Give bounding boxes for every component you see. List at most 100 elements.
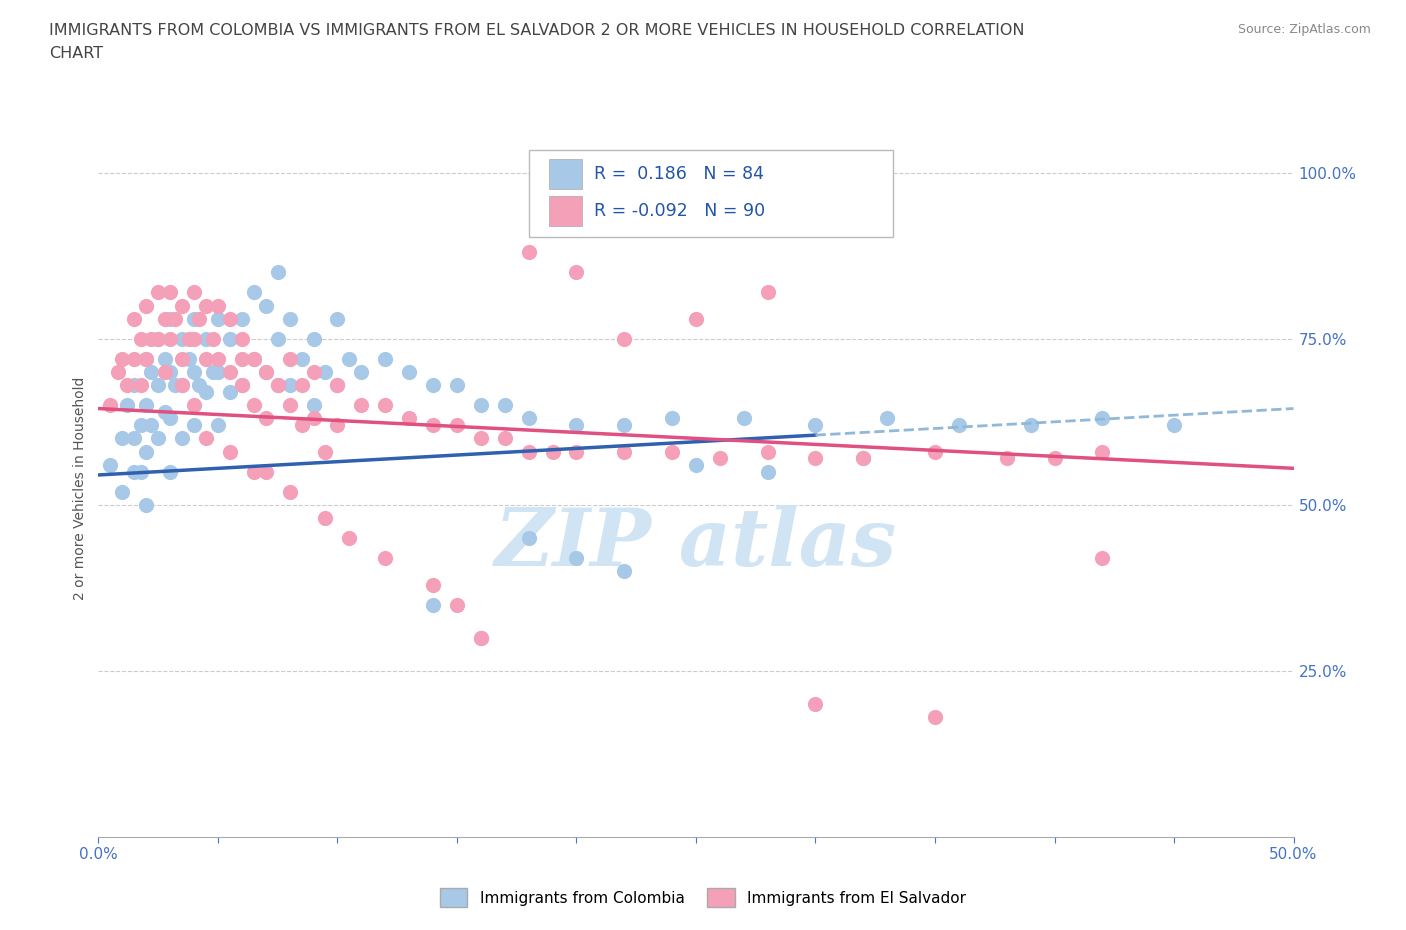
Point [159,411,181,426]
Point [267,265,290,280]
Point [172,331,194,346]
Point [661,411,683,426]
Point [172,431,194,445]
Point [159,464,181,479]
Point [1019,418,1042,432]
Point [398,365,420,379]
Point [302,365,325,379]
Bar [548,159,582,189]
Point [207,352,229,366]
Point [183,331,205,346]
Point [756,445,779,459]
Point [422,378,444,392]
Point [194,352,217,366]
Bar [548,196,582,226]
Point [470,631,492,645]
Point [852,451,875,466]
Point [219,384,242,399]
Point [1091,445,1114,459]
Point [172,352,194,366]
Point [159,285,181,299]
Point [219,365,242,379]
Point [243,464,266,479]
Point [1091,411,1114,426]
Point [278,312,301,326]
Point [804,697,827,711]
Point [98,458,122,472]
Point [470,398,492,413]
Point [231,312,253,326]
Point [231,331,253,346]
Point [685,312,707,326]
Point [337,352,360,366]
Point [207,418,229,432]
Point [131,464,153,479]
Point [124,464,146,479]
Point [278,485,301,499]
Point [756,285,779,299]
Point [231,378,253,392]
Point [350,365,373,379]
Point [1091,551,1114,565]
Point [98,398,122,413]
Point [494,398,516,413]
Point [254,299,277,313]
Point [219,331,242,346]
Point [243,352,266,366]
Point [148,378,170,392]
Point [876,411,898,426]
Text: CHART: CHART [49,46,103,60]
Point [613,418,636,432]
Point [163,378,186,392]
Point [183,418,205,432]
Point [302,398,325,413]
Point [148,285,170,299]
Point [267,331,290,346]
Point [115,378,138,392]
Point [278,352,301,366]
Point [374,551,396,565]
Point [139,331,162,346]
Point [219,445,242,459]
Point [302,411,325,426]
Text: IMMIGRANTS FROM COLOMBIA VS IMMIGRANTS FROM EL SALVADOR 2 OR MORE VEHICLES IN HO: IMMIGRANTS FROM COLOMBIA VS IMMIGRANTS F… [49,23,1025,38]
Point [948,418,970,432]
Point [685,458,707,472]
Point [565,445,588,459]
Point [337,531,360,546]
Point [135,352,157,366]
Point [278,398,301,413]
Point [315,365,337,379]
Legend: Immigrants from Colombia, Immigrants from El Salvador: Immigrants from Colombia, Immigrants fro… [434,883,972,913]
Point [155,352,177,366]
Point [470,631,492,645]
Point [183,285,205,299]
Point [172,378,194,392]
Point [1043,451,1066,466]
Point [290,352,312,366]
Point [194,331,217,346]
Point [374,398,396,413]
Text: Source: ZipAtlas.com: Source: ZipAtlas.com [1237,23,1371,36]
Point [374,352,396,366]
Point [107,365,129,379]
Point [148,331,170,346]
Point [139,365,162,379]
Point [422,578,444,592]
Point [804,451,827,466]
Point [155,405,177,419]
Point [852,451,875,466]
Point [139,418,162,432]
Point [494,431,516,445]
Point [159,312,181,326]
Point [219,312,242,326]
Point [446,597,468,612]
Point [111,352,134,366]
Point [924,445,946,459]
Point [613,564,636,578]
Point [709,451,731,466]
Point [290,378,312,392]
Point [187,378,209,392]
Point [267,378,290,392]
Point [326,378,349,392]
